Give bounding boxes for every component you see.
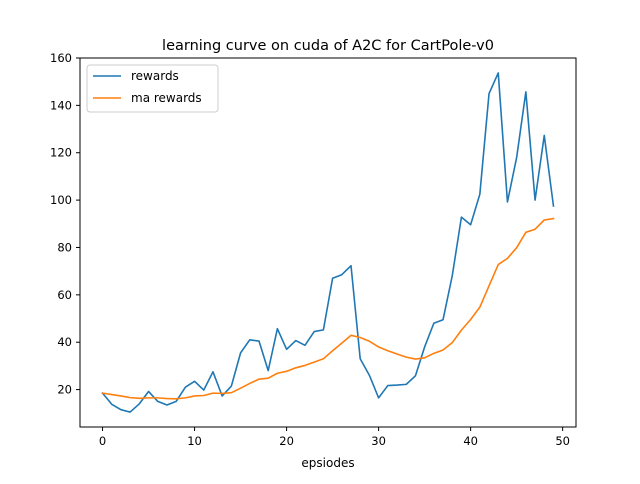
x-tick-label: 50 bbox=[555, 434, 570, 448]
x-tick-label: 20 bbox=[279, 434, 294, 448]
x-axis-ticks: 0 10 20 30 40 50 bbox=[99, 427, 570, 448]
y-axis-ticks: 20 40 60 80 100 120 140 160 bbox=[50, 51, 80, 397]
x-axis-label: epsiodes bbox=[301, 456, 354, 470]
y-tick-label: 120 bbox=[50, 146, 72, 160]
y-tick-label: 60 bbox=[57, 288, 72, 302]
y-tick-label: 100 bbox=[50, 193, 72, 207]
series-line-ma-rewards bbox=[101, 217, 555, 400]
y-tick-label: 140 bbox=[50, 98, 72, 112]
y-tick-label: 40 bbox=[57, 335, 72, 349]
x-tick-label: 30 bbox=[371, 434, 386, 448]
plot-area-frame bbox=[79, 57, 577, 428]
chart-title: learning curve on cuda of A2C for CartPo… bbox=[162, 38, 494, 54]
legend-label: ma rewards bbox=[131, 91, 202, 105]
x-tick-label: 0 bbox=[99, 434, 106, 448]
y-tick-label: 160 bbox=[50, 51, 72, 65]
legend: rewards ma rewards bbox=[86, 64, 219, 113]
x-tick-label: 40 bbox=[463, 434, 478, 448]
series-layer bbox=[101, 72, 555, 413]
legend-label: rewards bbox=[131, 69, 179, 83]
y-tick-label: 20 bbox=[57, 383, 72, 397]
x-tick-label: 10 bbox=[187, 434, 202, 448]
y-tick-label: 80 bbox=[57, 240, 72, 254]
